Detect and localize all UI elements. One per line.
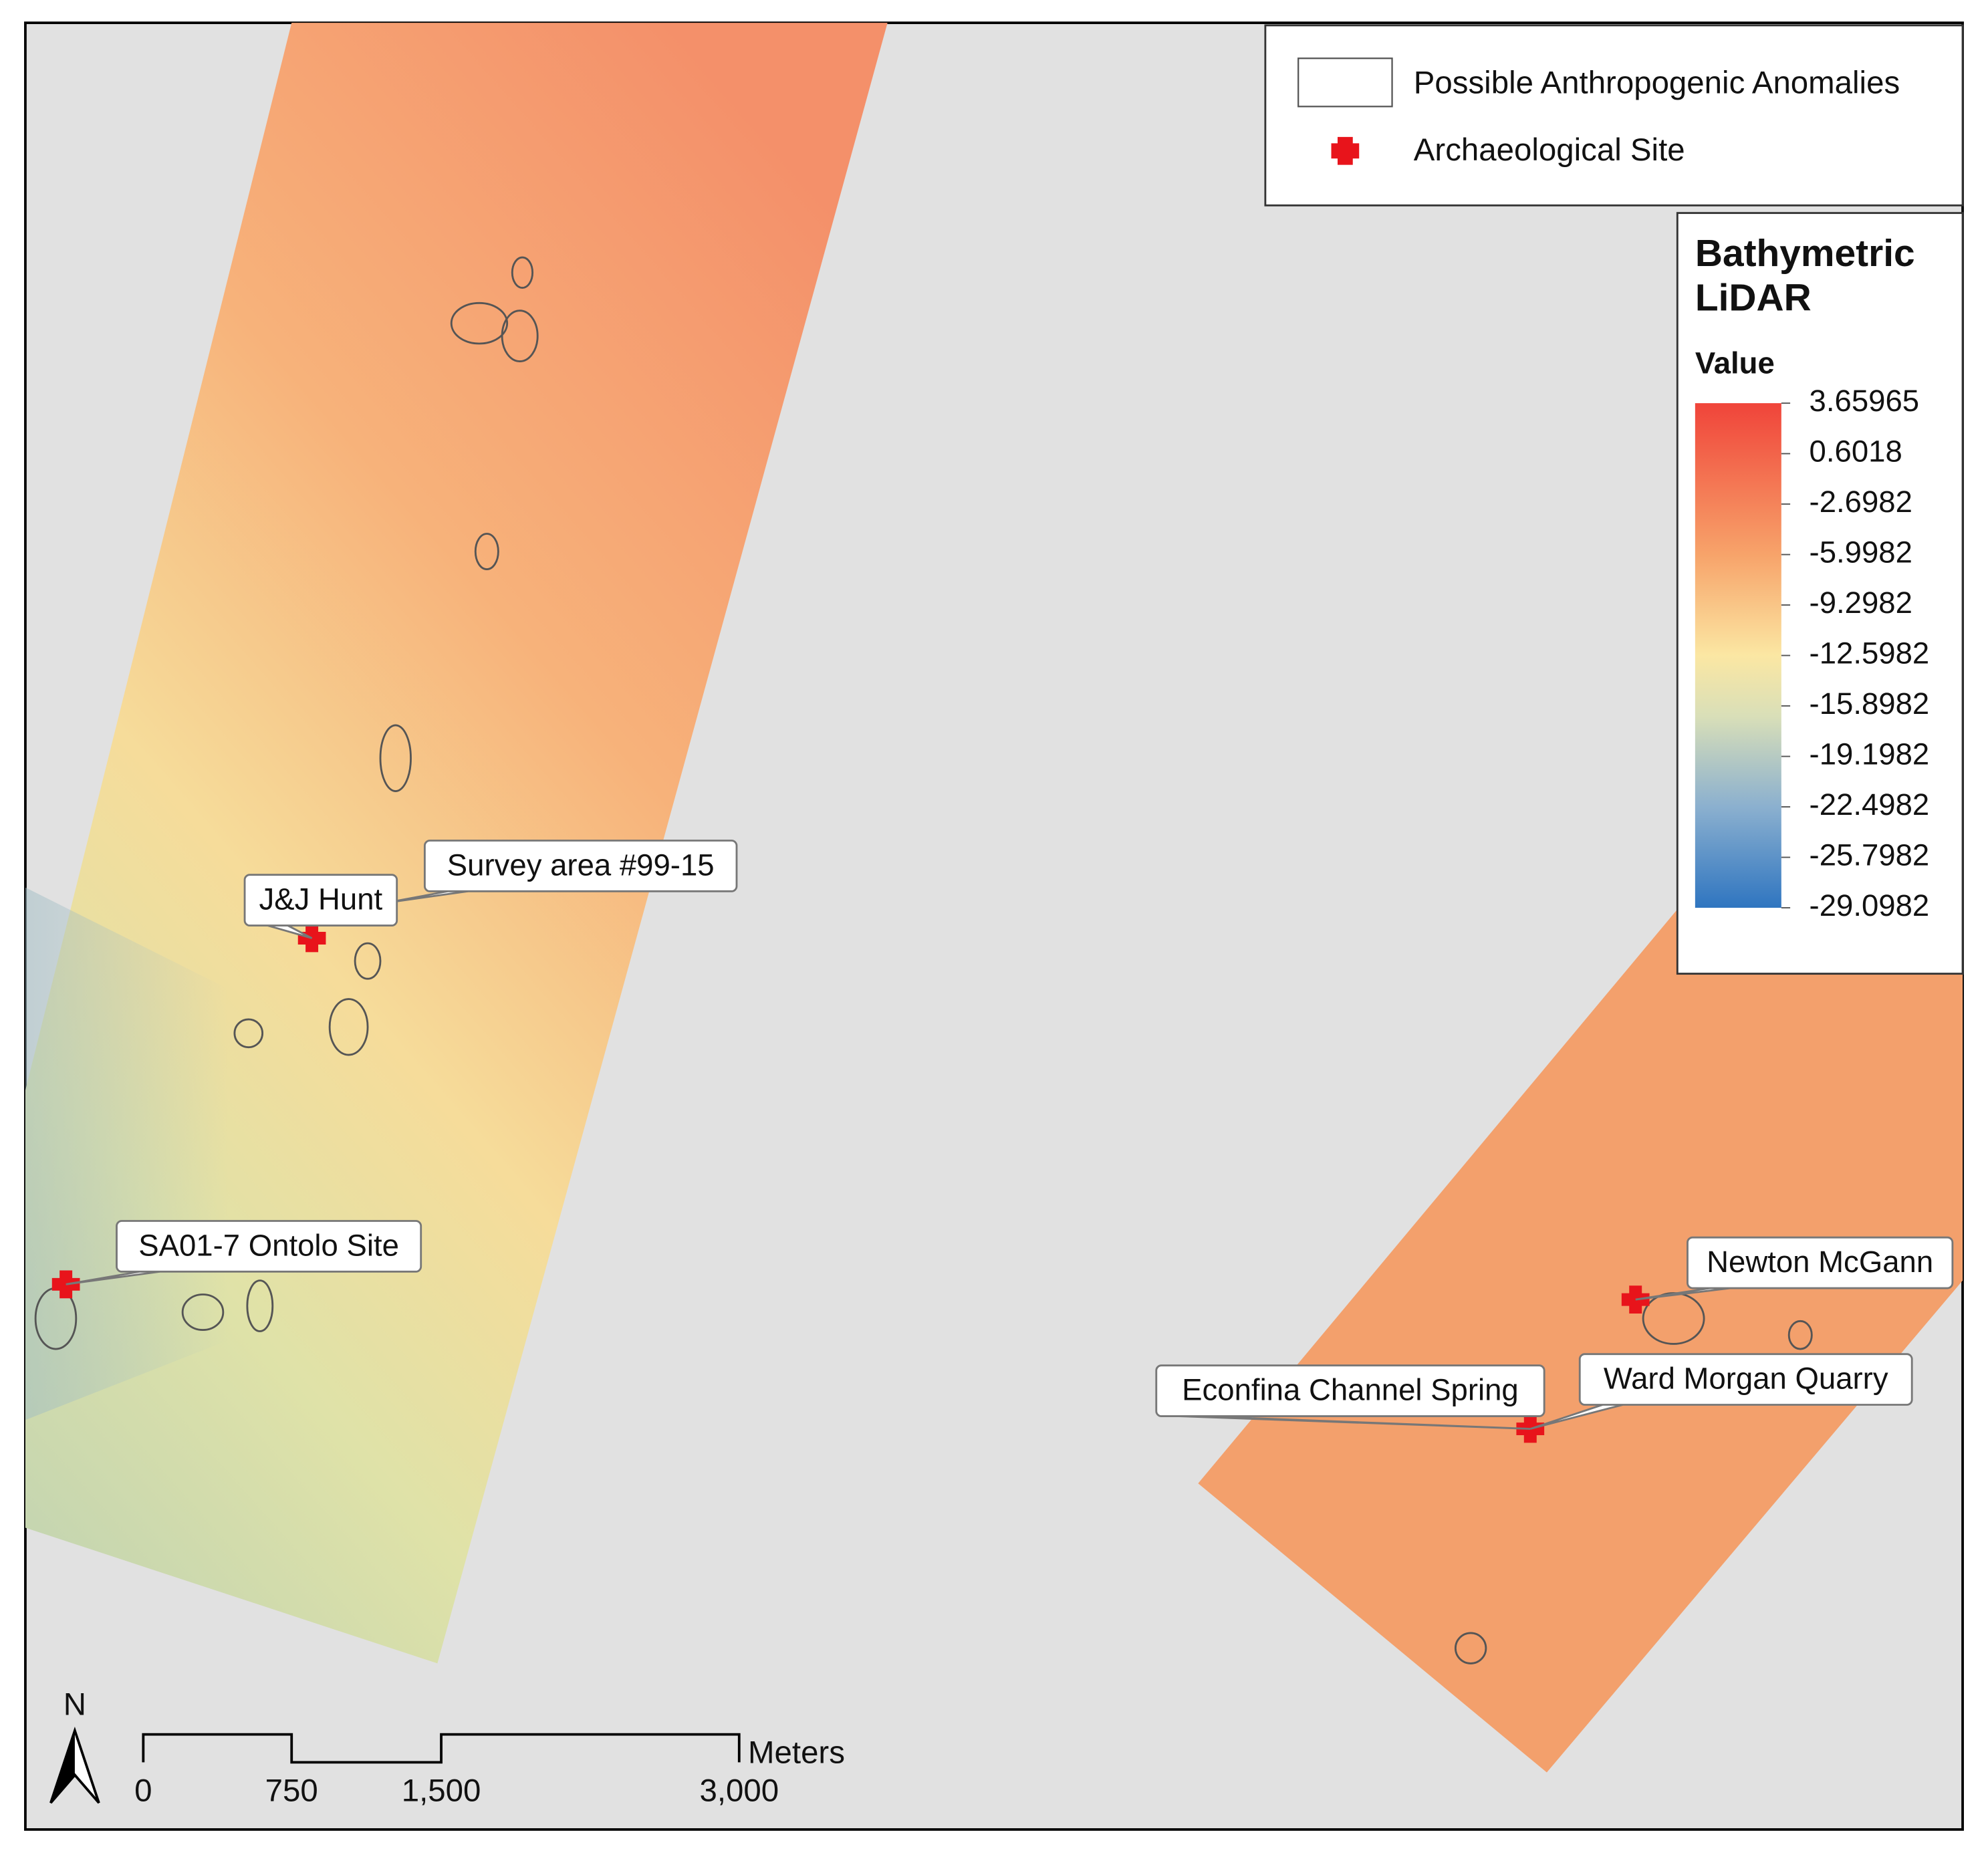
scale-label: 750 <box>265 1773 318 1808</box>
ramp-label: 0.6018 <box>1810 434 1902 469</box>
deep-channel <box>25 887 431 1420</box>
legend-label: Archaeological Site <box>1414 132 1685 168</box>
ramp-label: -2.6982 <box>1810 485 1912 519</box>
site-label: Ward Morgan Quarry <box>1604 1362 1888 1396</box>
callout-leader <box>66 1270 160 1285</box>
ramp-label: -22.4982 <box>1810 787 1930 822</box>
ramp-label: -25.7982 <box>1810 838 1930 872</box>
lidar-strip-east <box>1198 792 1963 1773</box>
site-callout: Newton McGann <box>1635 1236 1954 1301</box>
callout-box <box>243 874 398 926</box>
color-ramp <box>1695 403 1781 908</box>
callout-leader <box>1635 1287 1731 1301</box>
scale-label: 1,500 <box>402 1773 481 1808</box>
callout-box <box>116 1220 422 1273</box>
callout-box <box>1155 1364 1545 1418</box>
site-callout: SA01-7 Ontolo Site <box>66 1220 422 1285</box>
legend: Possible Anthropogenic Anomalies Archaeo… <box>1264 24 1964 207</box>
ramp-label: 3.65965 <box>1810 384 1920 418</box>
site-callout: Survey area #99-15 <box>386 840 738 904</box>
scale-bar-line <box>142 1733 741 1764</box>
site-label: SA01-7 Ontolo Site <box>138 1228 399 1262</box>
colorbar-title: Bathymetric <box>1695 232 1915 275</box>
scale-bar: Meters N 0 750 1,500 3,000 <box>49 1687 845 1808</box>
north-arrow-half <box>50 1730 75 1804</box>
legend-box <box>1264 24 1964 207</box>
ramp-label: -19.1982 <box>1810 737 1930 771</box>
site-label: J&J Hunt <box>259 882 383 916</box>
site-callout: J&J Hunt <box>243 874 398 939</box>
callout-box <box>423 840 738 892</box>
colorbar-subtitle: Value <box>1695 346 1775 380</box>
ramp-label: -29.0982 <box>1810 888 1930 922</box>
callout-box <box>1578 1353 1913 1406</box>
scale-label: 0 <box>134 1773 152 1808</box>
callout-leader <box>267 924 313 939</box>
ramp-label: -15.8982 <box>1810 687 1930 721</box>
north-label: N <box>64 1687 86 1722</box>
site-label: Econfina Channel Spring <box>1182 1373 1519 1407</box>
site-callout: Econfina Channel Spring <box>1155 1364 1545 1430</box>
ramp-label: -9.2982 <box>1810 586 1912 620</box>
legend-label: Possible Anthropogenic Anomalies <box>1414 66 1900 101</box>
anomaly-outlines <box>34 256 1813 1664</box>
site-label: Survey area #99-15 <box>447 848 715 882</box>
ramp-label: -12.5982 <box>1810 636 1930 670</box>
scale-unit: Meters <box>748 1735 845 1771</box>
colorbar: Bathymetric LiDAR Value 3.65965 0.6018 -2.… <box>1676 212 1964 975</box>
legend-swatch <box>1297 57 1393 108</box>
callout-leader <box>1529 1404 1624 1430</box>
callout-box <box>1687 1236 1954 1289</box>
site-label: Newton McGann <box>1707 1245 1933 1279</box>
ramp-label: -5.9982 <box>1810 535 1912 570</box>
colorbar-title: LiDAR <box>1695 277 1812 320</box>
site-callout: Ward Morgan Quarry <box>1529 1353 1913 1430</box>
scale-label: 3,000 <box>699 1773 779 1808</box>
legend-site-symbol <box>1331 136 1360 165</box>
